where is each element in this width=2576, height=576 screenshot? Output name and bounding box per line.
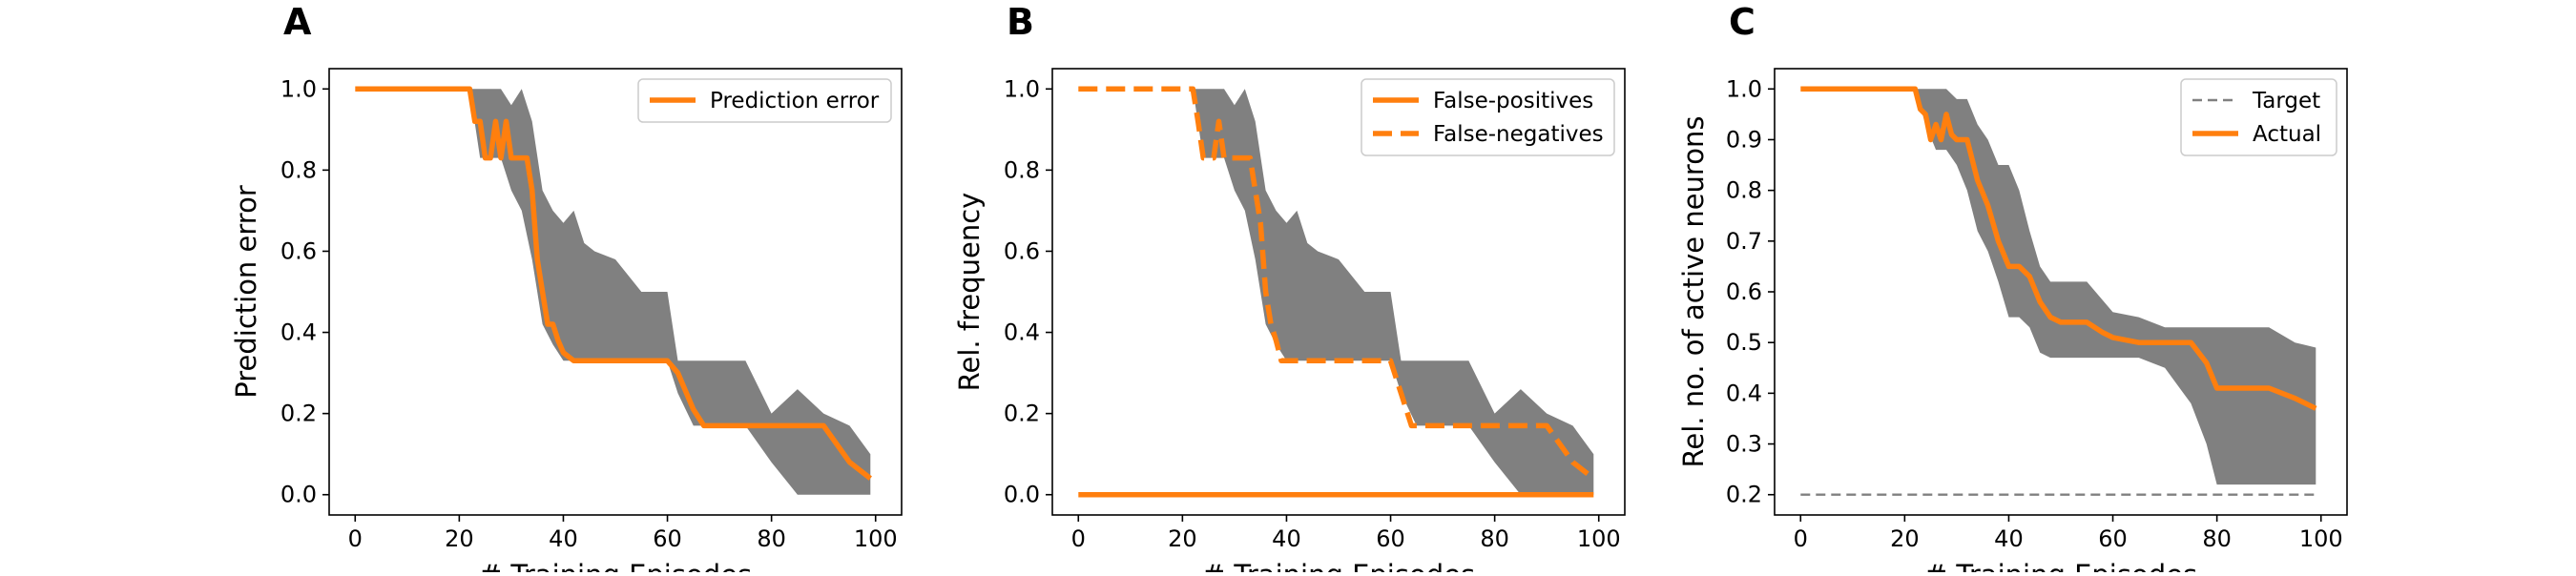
confidence-band (1078, 89, 1594, 495)
y-axis-title: Rel. no. of active neurons (1677, 116, 1710, 468)
y-tick-label: 0.6 (280, 237, 317, 264)
y-tick-label: 0.4 (280, 319, 317, 346)
y-tick-label: 0.3 (1726, 431, 1762, 458)
x-tick-label: 20 (1890, 525, 1920, 552)
panel-letter: C (1729, 1, 1755, 43)
x-tick-label: 80 (2202, 525, 2232, 552)
legend-label: False-negatives (1433, 122, 1604, 147)
legend-box (2180, 78, 2337, 156)
x-tick-label: 100 (1577, 525, 1621, 552)
y-tick-label: 0.5 (1726, 329, 1762, 356)
y-tick-label: 0.8 (1004, 156, 1040, 183)
x-axis-title: # Training Episodes (1924, 559, 2197, 572)
y-tick-label: 0.2 (1004, 401, 1040, 427)
y-tick-label: 0.4 (1004, 319, 1040, 346)
y-tick-label: 0.6 (1004, 237, 1040, 264)
x-tick-label: 0 (1794, 525, 1808, 552)
legend-box (637, 78, 892, 123)
x-tick-label: 20 (1168, 525, 1197, 552)
x-tick-label: 80 (757, 525, 786, 552)
x-tick-label: 40 (1994, 525, 2024, 552)
y-tick-label: 0.4 (1726, 380, 1762, 406)
prediction-error-line (355, 86, 872, 481)
legend-label: Actual (2253, 122, 2321, 147)
confidence-band (355, 89, 871, 495)
y-axis-title: Prediction error (230, 185, 262, 399)
y-tick-label: 0.6 (1726, 278, 1762, 305)
panel-c: 0 20 40 60 80 100 0.2 0.3 0.4 0.5 0.6 0.7 0.8 0.9 1.0 #… (1677, 1, 2348, 576)
confidence-band (1800, 89, 2316, 485)
y-tick-label: 0.2 (280, 401, 317, 427)
x-tick-label: 60 (653, 525, 682, 552)
x-tick-label: 20 (445, 525, 474, 552)
y-tick-label: 0.9 (1726, 126, 1762, 153)
x-tick-label: 0 (348, 525, 363, 552)
x-tick-label: 60 (2098, 525, 2128, 552)
x-axis-title: # Training Episodes (479, 559, 752, 572)
y-axis-title: Rel. frequency (953, 193, 986, 392)
y-tick-label: 0.0 (280, 482, 317, 508)
y-tick-label: 0.8 (280, 156, 317, 183)
y-tick-label: 0.0 (1004, 482, 1040, 508)
panel-letter: B (1007, 1, 1034, 43)
x-tick-label: 100 (2299, 525, 2343, 552)
legend-label: Target (2252, 89, 2320, 113)
legend: Prediction error (637, 78, 892, 123)
legend-label: Prediction error (710, 89, 880, 113)
panel-letter: A (283, 1, 312, 43)
x-tick-label: 40 (1272, 525, 1301, 552)
legend: Target Actual (2180, 78, 2337, 156)
y-tick-label: 1.0 (280, 75, 317, 102)
y-tick-label: 0.7 (1726, 228, 1762, 255)
y-tick-label: 0.2 (1726, 482, 1762, 508)
x-tick-label: 40 (549, 525, 578, 552)
actual-line (1800, 86, 2317, 411)
legend-label: False-positives (1433, 89, 1593, 113)
panel-a: 0 20 40 60 80 100 0.0 0.2 0.4 0.6 0.8 1.0 # Training… (230, 1, 903, 576)
y-tick-label: 1.0 (1004, 75, 1040, 102)
x-tick-label: 100 (854, 525, 898, 552)
axes-frame (1051, 68, 1626, 516)
x-tick-label: 60 (1376, 525, 1405, 552)
panel-b: 0 20 40 60 80 100 0.0 0.2 0.4 0.6 0.8 1.0 # Training… (953, 1, 1626, 576)
x-tick-label: 80 (1480, 525, 1509, 552)
x-tick-label: 0 (1071, 525, 1086, 552)
y-tick-label: 0.8 (1726, 177, 1762, 204)
false-negatives-line (1078, 86, 1595, 481)
axes-frame (328, 68, 903, 516)
x-axis-title: # Training Episodes (1202, 559, 1475, 572)
y-tick-label: 1.0 (1726, 75, 1762, 102)
legend-box (1361, 78, 1615, 156)
legend: False-positives False-negatives (1361, 78, 1615, 156)
